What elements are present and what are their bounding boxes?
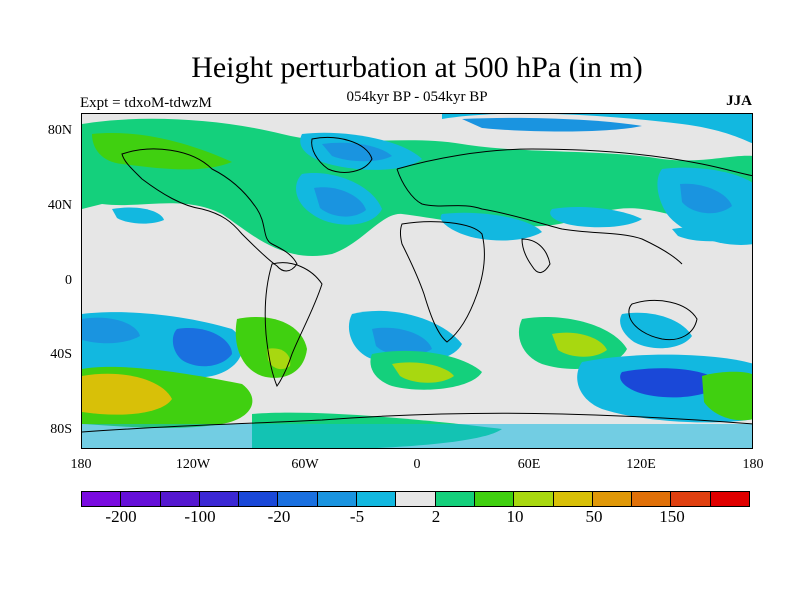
contour-north-atlantic-blue-deep — [314, 187, 366, 217]
season-label: JJA — [726, 93, 752, 109]
lon-label-60e: 60E — [517, 457, 541, 472]
contour-pacific-blue — [112, 207, 164, 224]
contour-indian-yellow — [552, 332, 607, 357]
colorbar-label: -200 — [105, 507, 137, 526]
colorbar-swatch — [435, 492, 475, 506]
lon-label-180e: 180 — [742, 457, 764, 472]
colorbar-swatch — [199, 492, 240, 506]
colorbar-swatch — [317, 492, 358, 506]
coastlines — [82, 137, 752, 433]
contour-siberia-blue — [442, 114, 752, 144]
lon-label-120w: 120W — [175, 457, 211, 472]
colorbar-swatch — [514, 492, 554, 506]
plot-subtitle: 054kyr BP - 054kyr BP — [346, 89, 488, 105]
contour-siberia-blue-deep — [462, 117, 642, 132]
contour-southern-indian-deep — [620, 368, 722, 398]
coastline-north-america — [121, 148, 298, 272]
lat-label-0: 0 — [65, 273, 72, 288]
colorbar-label: 50 — [585, 507, 603, 526]
contour-eurasia-blue — [550, 207, 642, 228]
lon-label-120e: 120E — [626, 457, 656, 472]
lon-label-180w: 180 — [70, 457, 92, 472]
colorbar-swatch — [239, 492, 279, 506]
contour-subtropic-blue — [440, 212, 542, 241]
coastline-europe-asia — [396, 148, 752, 265]
colorbar-swatch — [553, 492, 593, 506]
contour-map — [82, 114, 752, 448]
contour-north-green-strong — [92, 133, 232, 170]
coastline-africa — [400, 221, 485, 343]
colorbar-swatch — [632, 492, 672, 506]
colorbar-label: 10 — [506, 507, 524, 526]
lon-label-0: 0 — [413, 457, 421, 472]
colorbar-label: -5 — [349, 507, 365, 526]
contour-south-atlantic-green-core — [392, 362, 454, 383]
colorbar-swatch — [121, 492, 161, 506]
colorbar-swatch — [592, 492, 633, 506]
colorbar — [81, 491, 750, 507]
colorbar-swatch — [671, 492, 711, 506]
contour-arctic-blue-deep — [322, 142, 392, 162]
lat-label-80n: 80N — [47, 123, 72, 138]
colorbar-label: 2 — [431, 507, 441, 526]
contour-s-america-yellow — [267, 348, 291, 370]
coastline-greenland — [311, 137, 373, 173]
contour-north-green — [82, 118, 752, 256]
lat-label-40s: 40S — [50, 347, 72, 362]
colorbar-swatch — [278, 492, 318, 506]
contour-antarctic-blue — [82, 424, 752, 448]
coastline-india — [521, 238, 551, 273]
contour-antarctic-green-east — [702, 371, 752, 421]
contour-east-asia-blue-deep — [680, 183, 732, 214]
contour-south-pacific-deep-2 — [82, 317, 140, 344]
colorbar-label: -20 — [267, 507, 291, 526]
contour-pacific-east-blue — [672, 226, 742, 242]
colorbar-swatch — [82, 492, 122, 506]
coastline-australia — [628, 300, 698, 341]
colorbar-swatch — [160, 492, 200, 506]
coastline-antarctica — [82, 412, 752, 433]
colorbar-swatch — [396, 492, 436, 506]
colorbar-swatch — [710, 492, 750, 506]
lat-label-80s: 80S — [50, 422, 72, 437]
plot-title: Height perturbation at 500 hPa (in m) — [191, 51, 643, 84]
colorbar-label: 150 — [659, 507, 685, 526]
colorbar-swatch — [357, 492, 397, 506]
contour-south-atlantic-deep — [372, 327, 432, 356]
lat-label-40n: 40N — [47, 198, 72, 213]
experiment-label: Expt = tdxoM-tdwzM — [80, 95, 212, 111]
map-panel — [81, 113, 753, 449]
coastline-south-america — [264, 262, 323, 388]
colorbar-swatch — [474, 492, 515, 506]
lon-label-60w: 60W — [291, 457, 319, 472]
contour-southern-ocean-gold — [82, 373, 172, 415]
colorbar-label: -100 — [184, 507, 216, 526]
contour-south-pacific-deep — [172, 328, 232, 367]
